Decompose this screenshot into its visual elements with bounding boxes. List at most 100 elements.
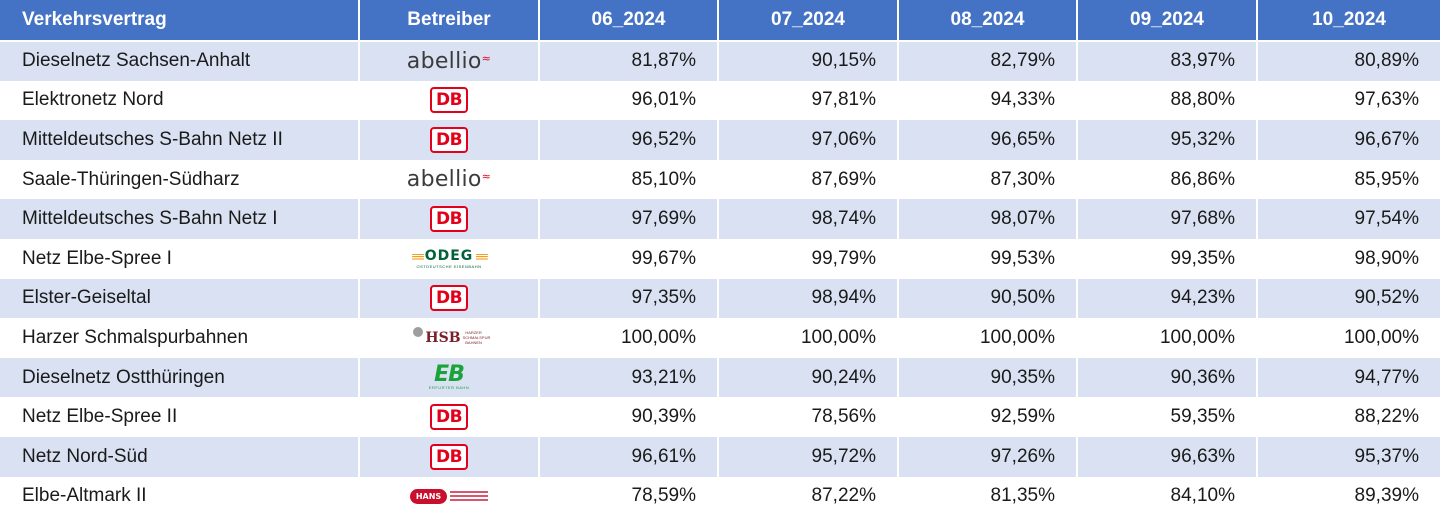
punctuality-value-cell: 90,52% xyxy=(1257,278,1440,319)
punctuality-value-cell: 98,07% xyxy=(898,199,1078,239)
punctuality-value-cell: 78,56% xyxy=(718,397,899,437)
punctuality-value-cell: 100,00% xyxy=(1257,318,1440,358)
header-betreiber: Betreiber xyxy=(359,0,540,42)
abellio-logo-text: abellio xyxy=(406,48,482,74)
punctuality-value-cell: 98,90% xyxy=(1257,238,1440,279)
eb-logo-text: EB xyxy=(434,362,465,388)
punctuality-value-cell: 96,52% xyxy=(539,120,719,160)
table-row: Netz Nord-Süd DB 96,61% 95,72% 97,26% 96,63% 9… xyxy=(0,436,1440,477)
punctuality-value-cell: 88,80% xyxy=(1077,80,1258,121)
punctuality-value-cell: 90,36% xyxy=(1077,357,1258,398)
odeg-logo-subtext: OSTDEUTSCHE EISENBAHN xyxy=(416,264,482,270)
punctuality-value-cell: 100,00% xyxy=(898,318,1078,358)
operator-cell: DB xyxy=(359,278,540,319)
db-logo-icon: DB xyxy=(430,126,468,153)
punctuality-value-cell: 93,21% xyxy=(539,357,719,398)
punctuality-value-cell: 97,68% xyxy=(1077,199,1258,239)
db-logo-icon: DB xyxy=(430,404,468,431)
punctuality-value-cell: 99,67% xyxy=(539,238,719,279)
db-logo-icon: DB xyxy=(430,285,468,312)
db-logo-icon: DB xyxy=(430,443,468,470)
header-verkehrsvertrag: Verkehrsvertrag xyxy=(0,0,360,42)
punctuality-value-cell: 90,50% xyxy=(898,278,1078,319)
contract-name-cell: Dieselnetz Ostthüringen xyxy=(0,357,360,398)
table-row: Mitteldeutsches S-Bahn Netz I DB 97,69% 98,… xyxy=(0,199,1440,239)
abellio-logo-icon: abellio ≈ xyxy=(407,166,491,194)
punctuality-value-cell: 92,59% xyxy=(898,397,1078,437)
punctuality-value-cell: 90,24% xyxy=(718,357,899,398)
contract-name-cell: Harzer Schmalspurbahnen xyxy=(0,318,360,358)
punctuality-value-cell: 86,86% xyxy=(1077,159,1258,200)
contract-name-cell: Elektronetz Nord xyxy=(0,80,360,121)
operator-cell: DB xyxy=(359,120,540,160)
hans-logo-icon: HANS xyxy=(409,482,489,510)
hans-speed-line xyxy=(450,499,489,502)
punctuality-value-cell: 96,61% xyxy=(539,436,719,477)
abellio-logo-text: abellio xyxy=(406,167,482,193)
contract-name-cell: Mitteldeutsches S-Bahn Netz I xyxy=(0,199,360,239)
punctuality-value-cell: 96,65% xyxy=(898,120,1078,160)
table-row: Netz Elbe-Spree I ≡≡ ODEG ≡≡ OSTDEUTSCHE EIS… xyxy=(0,238,1440,279)
punctuality-value-cell: 59,35% xyxy=(1077,397,1258,437)
header-month-08: 08_2024 xyxy=(898,0,1078,42)
punctuality-value-cell: 87,22% xyxy=(718,476,899,517)
contract-name-cell: Netz Nord-Süd xyxy=(0,436,360,477)
punctuality-value-cell: 99,53% xyxy=(898,238,1078,279)
operator-cell: abellio ≈ xyxy=(359,41,540,81)
table-row: Netz Elbe-Spree II DB 90,39% 78,56% 92,59% 59… xyxy=(0,397,1440,437)
header-month-10: 10_2024 xyxy=(1257,0,1440,42)
operator-cell: abellio ≈ xyxy=(359,159,540,200)
hans-logo-text: HANS xyxy=(409,488,448,504)
hsb-logo-subtext: HARZER SCHMALSPUR BAHNEN xyxy=(462,330,491,346)
punctuality-value-cell: 95,72% xyxy=(718,436,899,477)
punctuality-value-cell: 85,95% xyxy=(1257,159,1440,200)
punctuality-value-cell: 90,35% xyxy=(898,357,1078,398)
contract-name-cell: Elbe-Altmark II xyxy=(0,476,360,517)
operator-cell: DB xyxy=(359,80,540,121)
punctuality-value-cell: 97,81% xyxy=(718,80,899,121)
table-body: Dieselnetz Sachsen-Anhalt abellio ≈81,87% 9… xyxy=(0,41,1440,517)
operator-cell: DB xyxy=(359,436,540,477)
punctuality-value-cell: 87,30% xyxy=(898,159,1078,200)
odeg-logo-icon: ≡≡ ODEG ≡≡ OSTDEUTSCHE EISENBAHN xyxy=(403,245,495,273)
table-row: Elster-Geiseltal DB 97,35% 98,94% 90,50% 94,2… xyxy=(0,278,1440,319)
abellio-wave-icon: ≈ xyxy=(481,51,492,65)
punctuality-value-cell: 99,79% xyxy=(718,238,899,279)
hans-speed-line xyxy=(450,491,489,494)
punctuality-value-cell: 95,37% xyxy=(1257,436,1440,477)
operator-cell: ≡≡ ODEG ≡≡ OSTDEUTSCHE EISENBAHN xyxy=(359,238,540,279)
table-header: Verkehrsvertrag Betreiber 06_2024 07_202… xyxy=(0,0,1440,42)
punctuality-value-cell: 81,35% xyxy=(898,476,1078,517)
table-row: Mitteldeutsches S-Bahn Netz II DB 96,52% 97… xyxy=(0,120,1440,160)
punctuality-value-cell: 82,79% xyxy=(898,41,1078,81)
operator-cell: HSB HARZER SCHMALSPUR BAHNEN xyxy=(359,318,540,358)
punctuality-value-cell: 100,00% xyxy=(539,318,719,358)
hans-speed-lines-icon xyxy=(450,491,489,502)
table-row: Saale-Thüringen-Südharz abellio ≈85,10% 87,… xyxy=(0,159,1440,200)
contract-name-cell: Netz Elbe-Spree I xyxy=(0,238,360,279)
hsb-logo-icon: HSB HARZER SCHMALSPUR BAHNEN xyxy=(413,324,491,352)
punctuality-value-cell: 81,87% xyxy=(539,41,719,81)
table-row: Dieselnetz Ostthüringen EB ERFURTER BAHN 93… xyxy=(0,357,1440,398)
table-row: Dieselnetz Sachsen-Anhalt abellio ≈81,87% 9… xyxy=(0,41,1440,81)
table-row: Elbe-Altmark II HANS 78,59% 87,22% 81,35% 84,… xyxy=(0,476,1440,517)
punctuality-value-cell: 98,94% xyxy=(718,278,899,319)
operator-cell: EB ERFURTER BAHN xyxy=(359,357,540,398)
db-logo-icon: DB xyxy=(430,87,468,114)
punctuality-value-cell: 100,00% xyxy=(1077,318,1258,358)
operator-cell: DB xyxy=(359,397,540,437)
odeg-logo-text: ODEG xyxy=(424,248,474,265)
punctuality-value-cell: 89,39% xyxy=(1257,476,1440,517)
punctuality-value-cell: 83,97% xyxy=(1077,41,1258,81)
punctuality-value-cell: 97,69% xyxy=(539,199,719,239)
punctuality-value-cell: 97,54% xyxy=(1257,199,1440,239)
operator-cell: DB xyxy=(359,199,540,239)
abellio-logo-icon: abellio ≈ xyxy=(407,47,491,75)
operator-cell: HANS xyxy=(359,476,540,517)
punctuality-value-cell: 87,69% xyxy=(718,159,899,200)
hsb-logo-text: HSB xyxy=(425,329,461,346)
hans-speed-line xyxy=(450,495,489,498)
punctuality-value-cell: 85,10% xyxy=(539,159,719,200)
punctuality-value-cell: 90,15% xyxy=(718,41,899,81)
punctuality-value-cell: 97,26% xyxy=(898,436,1078,477)
